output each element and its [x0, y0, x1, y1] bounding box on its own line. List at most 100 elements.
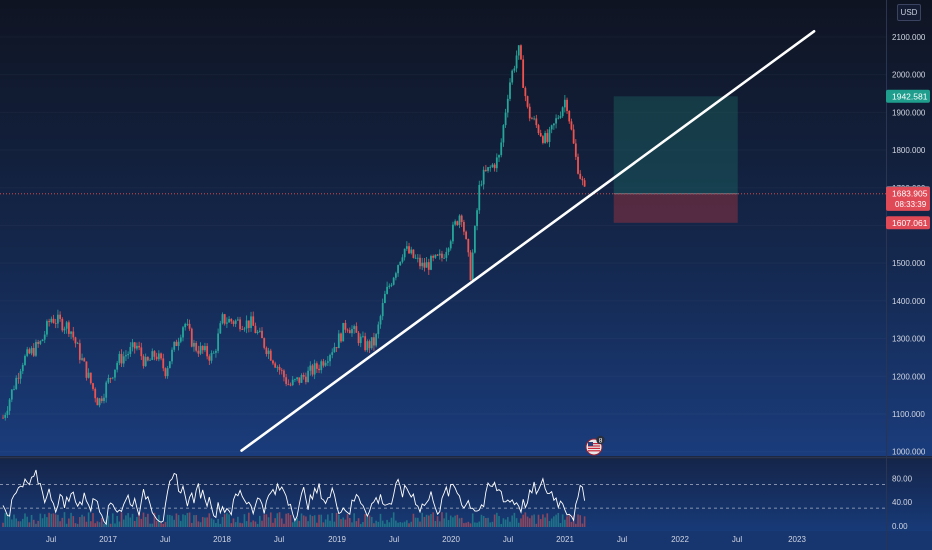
candle-body: [65, 322, 68, 329]
candle-body: [204, 346, 206, 351]
oscillator-bar: [175, 513, 178, 527]
candle-body: [441, 253, 443, 258]
candle-body: [559, 116, 562, 118]
oscillator-bar: [438, 521, 441, 527]
oscillator-bar: [511, 515, 513, 527]
candle-body: [469, 252, 472, 281]
candle-body: [186, 323, 189, 325]
oscillator-bar: [577, 514, 579, 527]
candle-body: [287, 383, 290, 385]
candle-body: [142, 356, 145, 367]
price-tick-label: 1200.000: [892, 372, 926, 381]
candle-body: [436, 254, 439, 256]
oscillator-bar: [375, 520, 377, 527]
oscillator-bar: [65, 523, 68, 527]
oscillator-bar: [570, 521, 573, 527]
candle-body: [164, 368, 167, 377]
candle-body: [153, 351, 156, 357]
oscillator-bar: [206, 517, 208, 527]
oscillator-bar: [414, 517, 417, 527]
oscillator-bar: [144, 517, 147, 527]
candle-body: [484, 169, 487, 171]
time-tick-label: Jul: [732, 535, 742, 544]
time-tick-label: 2020: [442, 535, 460, 544]
candle-body: [15, 377, 18, 390]
oscillator-bar: [513, 512, 516, 527]
oscillator-bar: [239, 522, 241, 527]
candle-body: [379, 316, 382, 325]
candle-body: [120, 353, 123, 364]
oscillator-bar: [164, 521, 167, 527]
candle-body: [515, 55, 518, 69]
candle-body: [566, 99, 568, 111]
currency-label[interactable]: USD: [897, 4, 921, 21]
candle-body: [217, 333, 220, 351]
oscillator-bar: [555, 514, 557, 527]
oscillator-bar: [39, 513, 42, 527]
oscillator-bar: [493, 514, 496, 527]
candle-body: [443, 257, 446, 259]
oscillator-bar: [526, 516, 529, 527]
candle-body: [48, 321, 51, 323]
candle-body: [78, 343, 81, 360]
candle-body: [252, 316, 255, 326]
candle-body: [386, 286, 388, 294]
candle-body: [114, 369, 116, 378]
candle-body: [212, 352, 215, 354]
candle-body: [535, 118, 538, 126]
oscillator-bar: [287, 513, 290, 527]
oscillator-bar: [485, 518, 487, 527]
oscillator-bar: [454, 515, 456, 527]
candle-body: [388, 285, 391, 287]
candle-body: [122, 356, 125, 364]
oscillator-bar: [219, 523, 222, 527]
candle-body: [572, 129, 575, 144]
oscillator-bar: [61, 517, 64, 527]
oscillator-bar: [362, 521, 364, 527]
oscillator-bar: [377, 521, 380, 527]
oscillator-bar: [72, 516, 75, 527]
candle-body: [544, 133, 547, 143]
oscillator-bar: [267, 517, 270, 527]
oscillator-bar: [412, 513, 415, 527]
candle-body: [346, 329, 349, 331]
oscillator-bar: [368, 515, 371, 527]
candle-body: [526, 96, 529, 107]
oscillator-bar: [561, 514, 564, 527]
oscillator-bar: [419, 521, 421, 527]
candle-body: [377, 324, 380, 335]
candle-body: [70, 331, 72, 334]
oscillator-bar: [467, 521, 470, 527]
candle-body: [28, 349, 31, 354]
candle-body: [309, 365, 312, 371]
oscillator-bar: [54, 514, 57, 527]
candle-body: [302, 374, 305, 377]
candle-body: [500, 142, 503, 156]
candle-body: [351, 329, 353, 334]
oscillator-bar: [564, 519, 566, 527]
candle-body: [513, 68, 516, 71]
oscillator-bar: [81, 514, 83, 527]
candle-body: [471, 252, 474, 281]
oscillator-bar: [79, 517, 81, 527]
oscillator-bar: [471, 513, 474, 527]
price-tick-label: 1800.000: [892, 146, 926, 155]
oscillator-bar: [103, 523, 105, 527]
oscillator-bar: [83, 516, 86, 527]
candle-body: [146, 357, 149, 361]
candle-body: [401, 257, 404, 262]
oscillator-bar: [17, 521, 20, 527]
oscillator-bar: [107, 515, 110, 527]
oscillator-bar: [155, 521, 158, 527]
candle-body: [54, 322, 57, 324]
oscillator-bar: [344, 519, 347, 527]
oscillator-bar: [370, 516, 373, 527]
candle-body: [127, 354, 130, 356]
oscillator-bar: [572, 515, 575, 527]
candle-body: [37, 342, 40, 344]
oscillator-bar: [441, 512, 443, 527]
candle-body: [201, 345, 204, 351]
oscillator-bar: [487, 517, 489, 527]
main-pane-background: [0, 0, 932, 456]
